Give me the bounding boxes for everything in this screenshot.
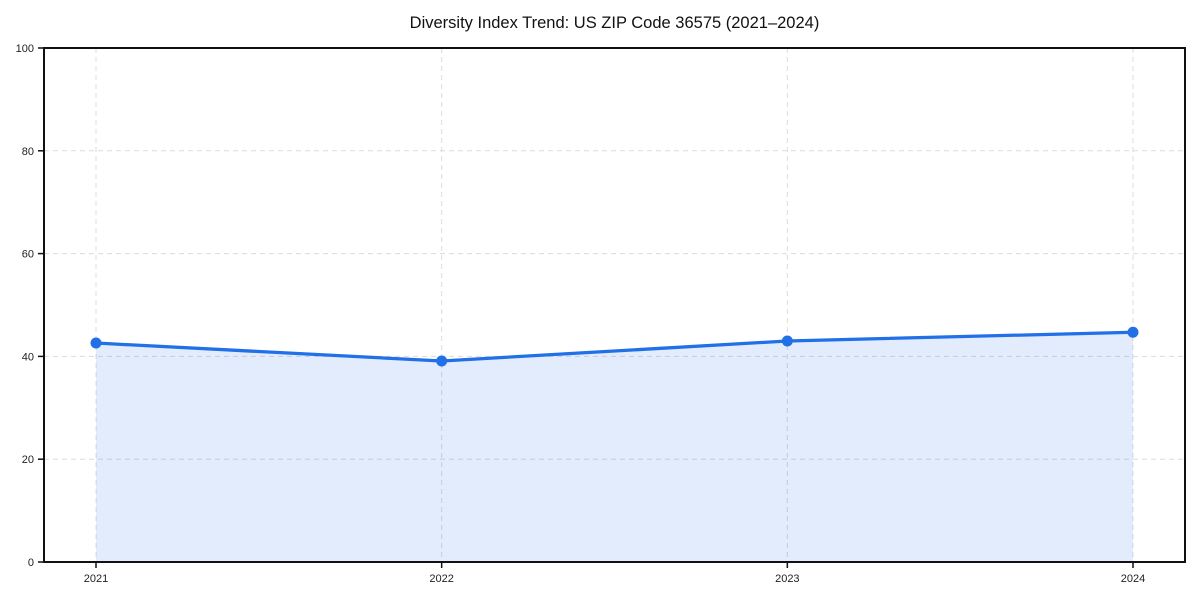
chart-title: Diversity Index Trend: US ZIP Code 36575… <box>409 14 820 32</box>
x-tick-label: 2024 <box>1121 573 1145 585</box>
data-point <box>781 335 793 347</box>
y-tick-label: 80 <box>22 146 34 158</box>
area-fill <box>96 332 1133 562</box>
y-tick-label: 40 <box>22 351 34 363</box>
y-tick-label: 60 <box>22 249 34 261</box>
y-tick-label: 20 <box>22 454 34 466</box>
data-point <box>1127 326 1139 338</box>
data-point <box>436 355 448 367</box>
x-tick-label: 2023 <box>775 573 799 585</box>
y-tick-label: 100 <box>16 43 34 55</box>
plot-border <box>43 47 1186 563</box>
x-tick-label: 2021 <box>84 573 108 585</box>
x-tick-label: 2022 <box>429 573 453 585</box>
data-point <box>90 337 102 349</box>
trend-line <box>94 330 1135 363</box>
y-tick-label: 0 <box>28 557 34 569</box>
